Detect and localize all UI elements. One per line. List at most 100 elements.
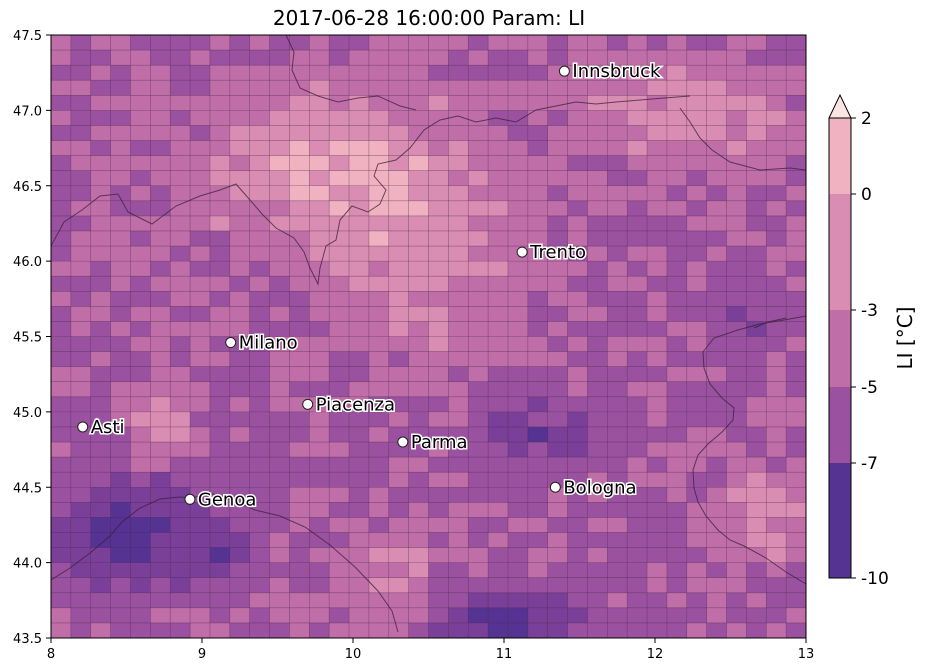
grid-cell	[587, 502, 608, 518]
grid-cell	[627, 230, 648, 247]
grid-cell	[150, 472, 171, 488]
grid-cell	[726, 291, 747, 307]
grid-cell	[448, 577, 469, 594]
grid-cell	[408, 170, 429, 187]
grid-cell	[567, 442, 588, 458]
grid-cell	[607, 426, 628, 443]
grid-cell	[527, 155, 549, 172]
grid-cell	[70, 35, 92, 51]
grid-cell	[150, 321, 171, 337]
grid-cell	[527, 65, 549, 81]
grid-cell	[647, 592, 668, 609]
grid-cell	[607, 155, 628, 172]
y-tick-label: 45.5	[13, 331, 42, 346]
grid-cell	[408, 306, 429, 322]
grid-cell	[726, 110, 747, 126]
grid-cell	[706, 426, 728, 443]
grid-cell	[647, 487, 668, 503]
grid-cell	[706, 622, 728, 638]
colorbar-band	[829, 387, 851, 463]
grid-cell	[70, 306, 92, 322]
grid-cell	[51, 306, 72, 322]
grid-cell	[51, 95, 72, 111]
grid-cell	[428, 547, 449, 564]
grid-cell	[70, 321, 92, 337]
grid-cell	[110, 351, 131, 368]
grid-cell	[567, 381, 588, 398]
grid-cell	[766, 170, 787, 187]
grid-cell	[209, 170, 231, 187]
grid-cell	[746, 547, 767, 564]
grid-cell	[706, 442, 728, 458]
grid-cell	[766, 140, 787, 157]
grid-cell	[408, 321, 429, 337]
grid-cell	[647, 381, 668, 398]
grid-cell	[726, 426, 747, 443]
grid-cell	[110, 411, 131, 428]
grid-cell	[349, 336, 370, 353]
grid-cell	[309, 95, 330, 111]
grid-cell	[408, 622, 429, 638]
grid-cell	[428, 230, 449, 247]
grid-cell	[567, 65, 588, 81]
grid-cell	[388, 532, 410, 549]
grid-cell	[110, 396, 131, 413]
grid-cell	[249, 185, 271, 202]
grid-cell	[349, 577, 370, 594]
grid-cell	[666, 80, 688, 96]
grid-cell	[488, 321, 509, 337]
grid-cell	[110, 125, 131, 142]
grid-cell	[647, 472, 668, 488]
grid-cell	[388, 577, 410, 594]
grid-cell	[627, 366, 648, 383]
grid-cell	[607, 140, 628, 157]
grid-cell	[70, 562, 92, 579]
grid-cell	[70, 592, 92, 609]
grid-cell	[190, 396, 211, 413]
grid-cell	[190, 185, 211, 202]
y-tick-label: 46.5	[13, 180, 42, 195]
grid-cell	[130, 517, 151, 533]
grid-cell	[150, 125, 171, 142]
grid-cell	[527, 50, 549, 66]
grid-cell	[329, 457, 350, 473]
grid-cell	[349, 50, 370, 66]
grid-cell	[249, 622, 271, 638]
grid-cell	[229, 110, 251, 126]
grid-cell	[229, 396, 251, 413]
grid-cell	[130, 50, 151, 66]
grid-cell	[329, 230, 350, 247]
grid-cell	[786, 185, 806, 202]
grid-cell	[468, 457, 489, 473]
grid-cell	[289, 532, 310, 549]
grid-cell	[130, 607, 151, 624]
grid-cell	[408, 396, 429, 413]
grid-cell	[249, 351, 271, 368]
grid-cell	[448, 426, 469, 443]
grid-cell	[766, 381, 787, 398]
grid-cell	[666, 577, 688, 594]
grid-cell	[249, 517, 271, 533]
grid-cell	[309, 291, 330, 307]
grid-cell	[289, 366, 310, 383]
grid-cell	[686, 35, 708, 51]
grid-cell	[507, 351, 529, 368]
grid-cell	[368, 411, 390, 428]
grid-cell	[507, 411, 529, 428]
grid-cell	[190, 336, 211, 353]
grid-cell	[488, 562, 509, 579]
grid-cell	[249, 592, 271, 609]
grid-cell	[627, 502, 648, 518]
grid-cell	[567, 502, 588, 518]
grid-cell	[110, 95, 131, 111]
grid-cell	[190, 50, 211, 66]
grid-cell	[468, 472, 489, 488]
grid-cell	[428, 472, 449, 488]
grid-cell	[766, 396, 787, 413]
grid-cell	[686, 246, 708, 262]
grid-cell	[428, 246, 449, 262]
grid-cell	[368, 517, 390, 533]
grid-cell	[368, 50, 390, 66]
grid-cell	[368, 306, 390, 322]
grid-cell	[289, 110, 310, 126]
